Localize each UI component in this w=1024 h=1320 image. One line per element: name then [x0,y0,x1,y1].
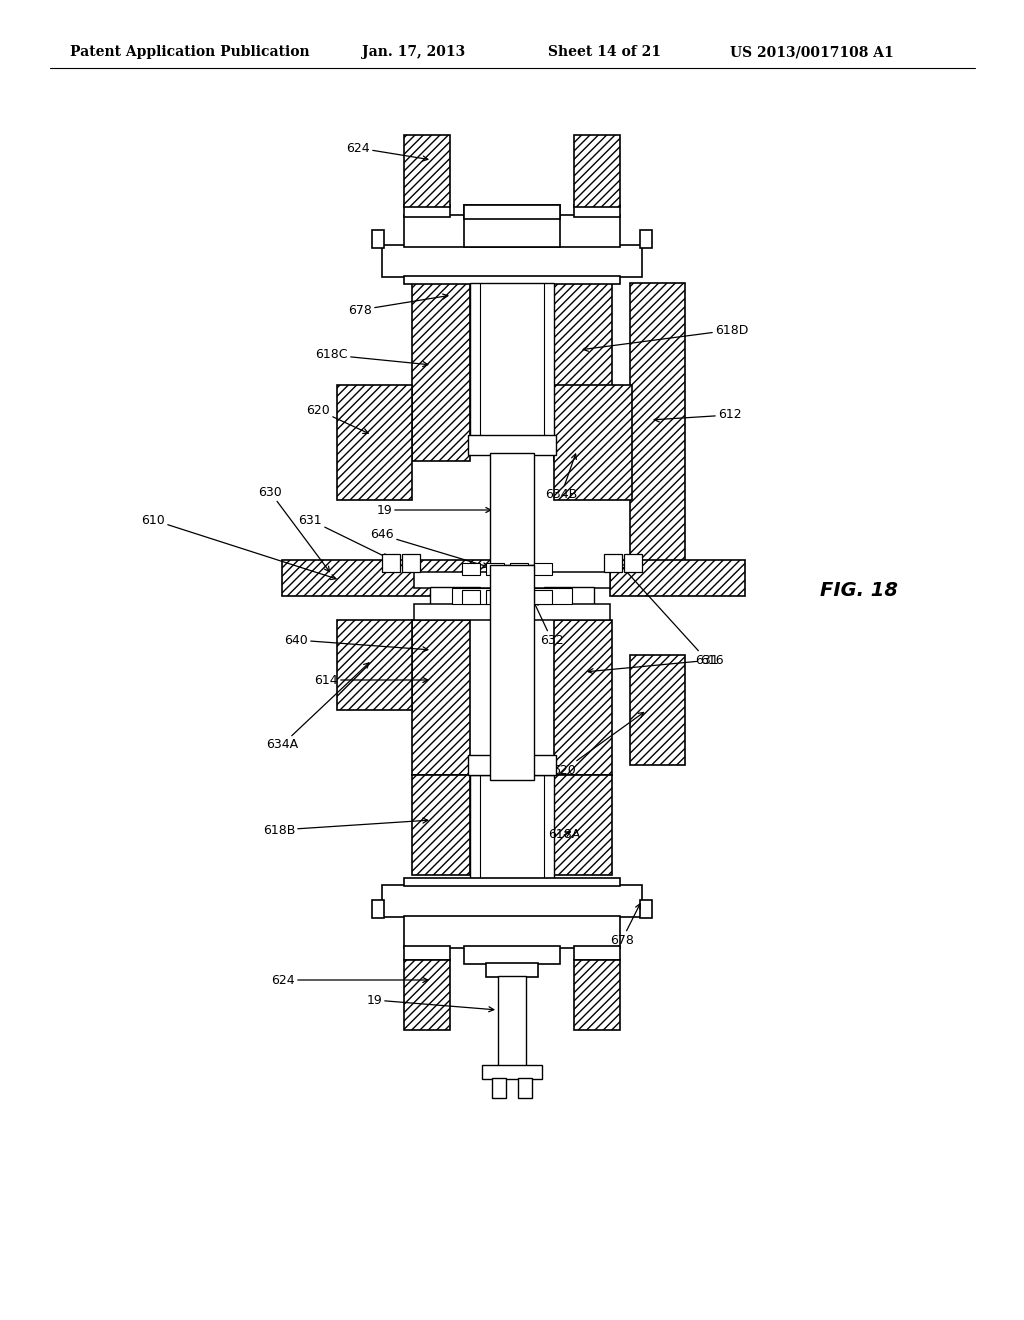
Bar [510,590,528,605]
Bar [554,775,612,875]
Bar [382,554,400,572]
Bar [382,246,642,277]
Bar [404,205,450,216]
Bar [490,453,534,565]
Bar [382,884,642,917]
Text: 19: 19 [367,994,494,1011]
Text: 678: 678 [348,294,447,317]
Bar [404,135,450,207]
Bar [554,385,632,500]
Bar [534,564,552,576]
Bar [464,205,560,247]
Text: 640: 640 [285,634,428,652]
Text: 631: 631 [298,513,388,558]
Text: 624: 624 [346,141,428,161]
Bar [630,282,685,564]
Bar [464,946,560,964]
Bar [486,564,504,576]
Bar [412,282,470,461]
Bar [404,946,450,960]
Bar [640,900,652,917]
Bar [462,564,480,576]
Text: US 2013/0017108 A1: US 2013/0017108 A1 [730,45,894,59]
Text: 646: 646 [371,528,488,568]
Bar [412,775,470,875]
Bar [404,960,450,1030]
Bar [470,775,554,880]
Text: Patent Application Publication: Patent Application Publication [70,45,309,59]
Bar [518,1078,532,1098]
Text: 620: 620 [552,713,644,776]
Text: 614: 614 [314,673,428,686]
Text: Sheet 14 of 21: Sheet 14 of 21 [548,45,662,59]
Bar [492,1078,506,1098]
Text: 620: 620 [306,404,369,433]
Bar [490,565,534,780]
Text: 618D: 618D [583,323,749,351]
Bar [372,230,384,248]
Bar [282,560,512,597]
Text: 632: 632 [534,602,563,647]
Bar [414,605,610,620]
Bar [404,916,620,948]
Text: 634A: 634A [266,663,369,751]
Bar [624,554,642,572]
Text: 612: 612 [654,408,741,422]
Bar [534,590,552,605]
Bar [544,587,594,609]
Text: 610: 610 [141,513,336,579]
Text: 19: 19 [376,503,490,516]
Bar [498,975,526,1067]
Bar [430,587,480,609]
Bar [574,960,620,1030]
Bar [452,587,572,605]
Bar [402,554,420,572]
Text: 630: 630 [258,486,330,572]
Bar [574,946,620,960]
Text: 616: 616 [588,653,724,673]
Text: Jan. 17, 2013: Jan. 17, 2013 [362,45,465,59]
Text: 618C: 618C [315,348,428,367]
Bar [554,620,612,775]
Bar [554,282,612,461]
Bar [510,564,528,576]
Bar [468,755,556,775]
Bar [610,560,745,597]
Text: 618A: 618A [548,829,581,842]
Text: 631: 631 [618,564,719,667]
Bar [337,385,412,500]
Text: 618B: 618B [262,818,428,837]
Bar [414,572,610,587]
Text: 634B: 634B [545,454,578,502]
Bar [337,620,412,710]
Bar [464,205,560,219]
Bar [574,205,620,216]
Bar [482,1065,542,1078]
Bar [412,620,470,775]
Bar [486,590,504,605]
Bar [404,215,620,247]
Bar [468,436,556,455]
Text: 678: 678 [610,904,640,946]
Bar [486,964,538,977]
Bar [640,230,652,248]
Bar [372,900,384,917]
Bar [462,590,480,605]
Bar [574,135,620,207]
Text: 624: 624 [271,974,428,986]
Bar [404,878,620,886]
Bar [470,282,554,453]
Bar [404,276,620,284]
Bar [604,554,622,572]
Bar [630,655,685,766]
Text: FIG. 18: FIG. 18 [820,581,898,599]
